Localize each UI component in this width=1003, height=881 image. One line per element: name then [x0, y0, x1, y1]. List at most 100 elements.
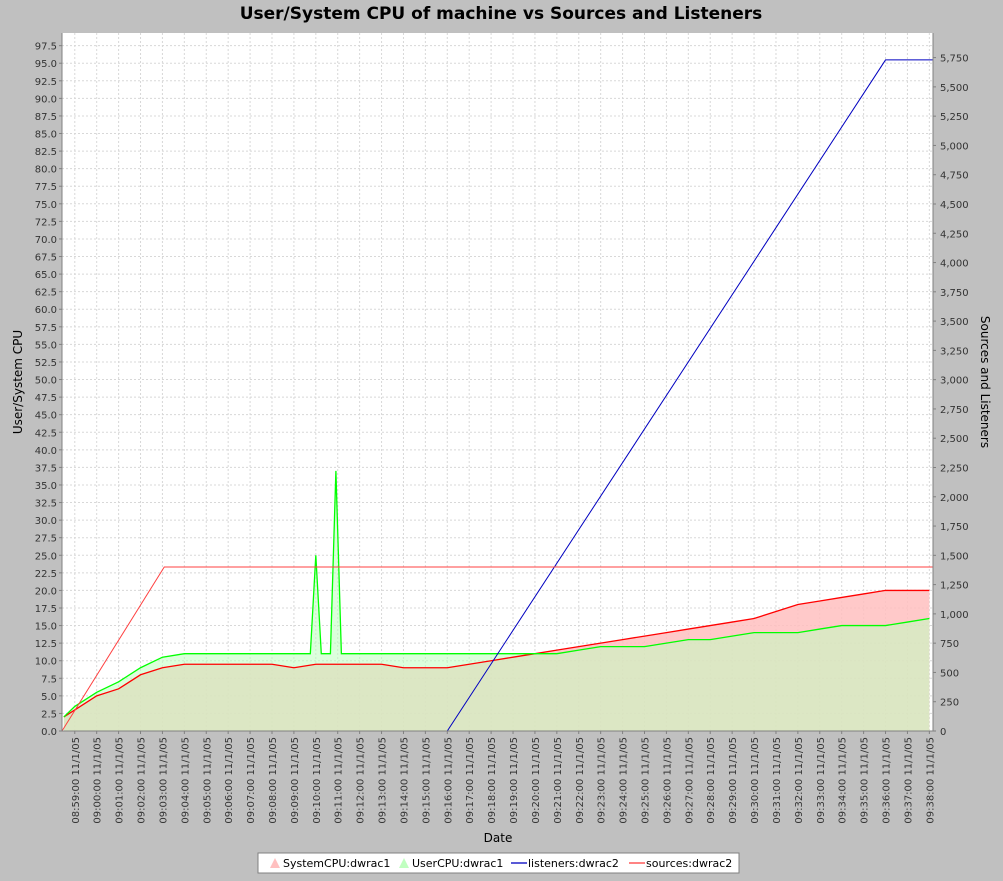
y2-tick-label: 1,500: [940, 551, 969, 562]
y2-tick-label: 5,000: [940, 141, 969, 152]
y-tick-label: 40.0: [35, 446, 57, 457]
y2-axis-label: Sources and Listeners: [978, 316, 992, 448]
y2-tick-label: 4,500: [940, 200, 969, 211]
y-tick-label: 62.5: [35, 288, 57, 299]
y-tick-label: 27.5: [35, 534, 57, 545]
y2-tick-label: 2,750: [940, 405, 969, 416]
y-tick-label: 57.5: [35, 323, 57, 334]
y2-tick-label: 3,750: [940, 288, 969, 299]
y-tick-label: 42.5: [35, 428, 57, 439]
y-tick-label: 95.0: [35, 59, 57, 70]
x-tick-label: 09:03:00 11/1/05: [158, 737, 169, 824]
x-tick-label: 09:22:00 11/1/05: [575, 737, 586, 824]
x-tick-label: 09:00:00 11/1/05: [93, 737, 104, 824]
x-tick-label: 09:19:00 11/1/05: [509, 737, 520, 824]
x-tick-label: 09:14:00 11/1/05: [399, 737, 410, 824]
y2-tick-label: 4,750: [940, 171, 969, 182]
legend-label-sources-dwrac2: sources:dwrac2: [646, 857, 732, 870]
y2-tick-label: 1,750: [940, 522, 969, 533]
x-tick-label: 09:10:00 11/1/05: [312, 737, 323, 824]
y2-tick-label: 3,250: [940, 346, 969, 357]
y2-tick-label: 3,500: [940, 317, 969, 328]
x-tick-label: 09:37:00 11/1/05: [903, 737, 914, 824]
series-line-usercpu-dwrac1: [63, 470, 930, 718]
y-tick-label: 5.0: [41, 692, 57, 703]
y-tick-label: 7.5: [41, 674, 57, 685]
y-tick-label: 2.5: [41, 709, 57, 720]
y2-tick-label: 5,750: [940, 54, 969, 65]
x-tick-label: 09:06:00 11/1/05: [224, 737, 235, 824]
y2-tick-label: 4,000: [940, 259, 969, 270]
y-tick-label: 10.0: [35, 657, 57, 668]
y-tick-label: 97.5: [35, 42, 57, 53]
y-tick-label: 22.5: [35, 569, 57, 580]
y2-tick-label: 4,250: [940, 229, 969, 240]
chart-title: User/System CPU of machine vs Sources an…: [240, 4, 763, 24]
y-tick-label: 80.0: [35, 165, 57, 176]
x-tick-label: 09:09:00 11/1/05: [290, 737, 301, 824]
y2-tick-label: 0: [940, 727, 946, 738]
y-tick-label: 37.5: [35, 463, 57, 474]
y-tick-label: 25.0: [35, 551, 57, 562]
legend-label-systemcpu-dwrac1: SystemCPU:dwrac1: [283, 857, 390, 870]
y2-tick-label: 2,500: [940, 434, 969, 445]
x-tick-label: 09:24:00 11/1/05: [619, 737, 630, 824]
x-tick-label: 08:59:00 11/1/05: [71, 737, 82, 824]
x-tick-label: 09:16:00 11/1/05: [443, 737, 454, 824]
y-tick-label: 47.5: [35, 393, 57, 404]
y2-tick-label: 500: [940, 668, 959, 679]
y-tick-label: 55.0: [35, 340, 57, 351]
x-tick-label: 09:25:00 11/1/05: [640, 737, 651, 824]
y-tick-label: 60.0: [35, 305, 57, 316]
legend-swatch-systemcpu-dwrac1: [270, 858, 280, 868]
x-tick-label: 09:36:00 11/1/05: [882, 737, 893, 824]
y-tick-label: 12.5: [35, 639, 57, 650]
y2-tick-label: 750: [940, 639, 959, 650]
legend: SystemCPU:dwrac1 UserCPU:dwrac1 listeners:…: [257, 852, 740, 874]
y-axis-label: User/System CPU: [11, 330, 25, 434]
x-tick-label: 09:02:00 11/1/05: [137, 737, 148, 824]
y2-tick-label: 5,250: [940, 112, 969, 123]
y2-tick-label: 2,000: [940, 493, 969, 504]
x-tick-label: 09:21:00 11/1/05: [553, 737, 564, 824]
y-tick-label: 15.0: [35, 622, 57, 633]
x-tick-label: 09:23:00 11/1/05: [597, 737, 608, 824]
y-tick-label: 52.5: [35, 358, 57, 369]
y-tick-label: 0.0: [41, 727, 57, 738]
x-tick-label: 09:12:00 11/1/05: [356, 737, 367, 824]
y2-tick-label: 2,250: [940, 463, 969, 474]
y-tick-label: 87.5: [35, 112, 57, 123]
y2-tick-label: 5,500: [940, 83, 969, 94]
y2-tick-label: 1,250: [940, 581, 969, 592]
y-tick-label: 67.5: [35, 253, 57, 264]
x-tick-label: 09:34:00 11/1/05: [838, 737, 849, 824]
y-tick-label: 50.0: [35, 376, 57, 387]
x-tick-label: 09:27:00 11/1/05: [684, 737, 695, 824]
y-axis-ticks: 0.0 2.5 5.0 7.5 10.0 12.5 15.0 17.5 20.0 22.5 25.0…: [35, 42, 62, 738]
y-tick-label: 17.5: [35, 604, 57, 615]
x-tick-label: 09:32:00 11/1/05: [794, 737, 805, 824]
x-tick-label: 09:18:00 11/1/05: [487, 737, 498, 824]
x-tick-label: 09:38:00 11/1/05: [925, 737, 936, 824]
x-tick-label: 09:26:00 11/1/05: [662, 737, 673, 824]
y2-tick-label: 250: [940, 698, 959, 709]
x-tick-label: 09:05:00 11/1/05: [202, 737, 213, 824]
x-tick-label: 09:28:00 11/1/05: [706, 737, 717, 824]
x-axis-ticks: 08:59:00 11/1/05 09:00:00 11/1/05 09:01:00…: [71, 731, 936, 824]
x-tick-label: 09:15:00 11/1/05: [421, 737, 432, 824]
x-tick-label: 09:29:00 11/1/05: [728, 737, 739, 824]
x-tick-label: 09:01:00 11/1/05: [115, 737, 126, 824]
y-tick-label: 85.0: [35, 130, 57, 141]
y-tick-label: 90.0: [35, 94, 57, 105]
series-line-sources-dwrac2: [61, 566, 933, 732]
y-tick-label: 92.5: [35, 77, 57, 88]
y-tick-label: 32.5: [35, 499, 57, 510]
legend-swatch-usercpu-dwrac1: [399, 858, 409, 868]
x-axis-label: Date: [484, 831, 513, 845]
y-tick-label: 20.0: [35, 586, 57, 597]
legend-box: [257, 852, 740, 874]
y-tick-label: 75.0: [35, 200, 57, 211]
x-tick-label: 09:20:00 11/1/05: [531, 737, 542, 824]
